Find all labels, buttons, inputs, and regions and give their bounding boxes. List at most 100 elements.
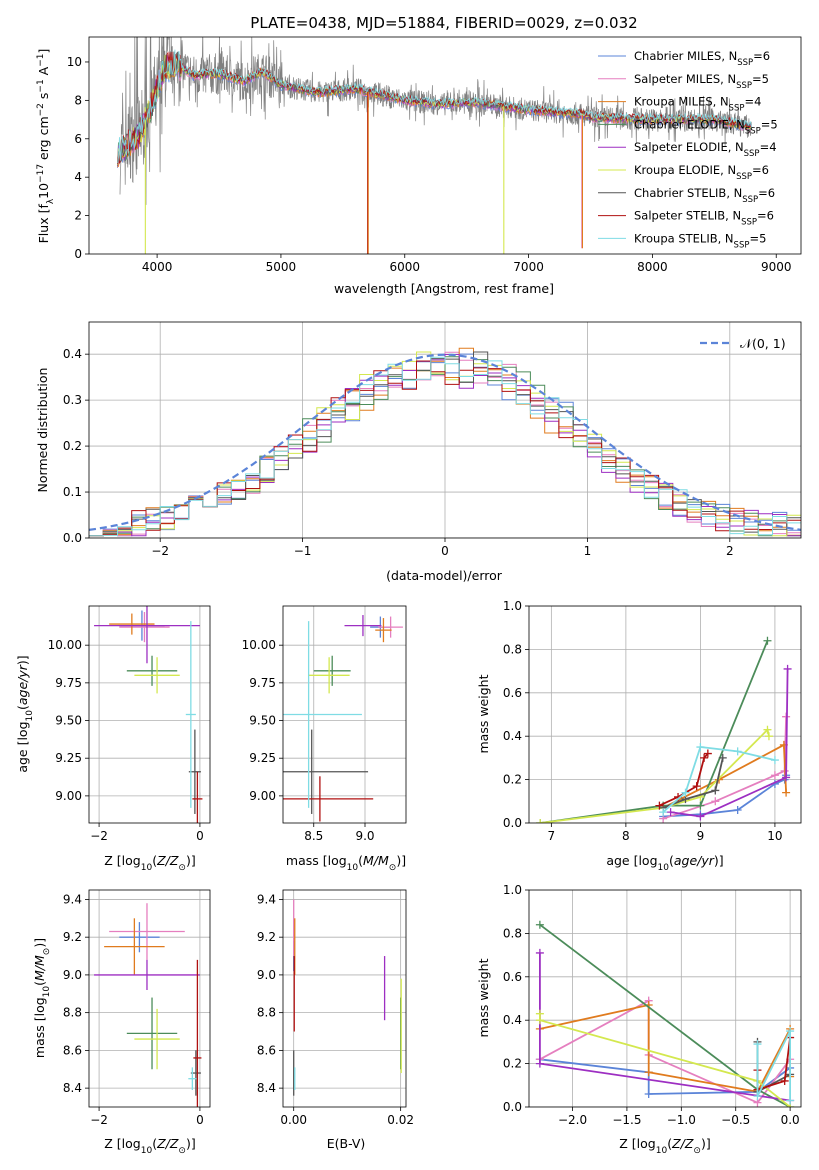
weight-vs-age-marker-salpeter-stelib-2 <box>692 782 701 791</box>
age-vs-Z-panel-ytick-label: 9.25 <box>55 751 82 765</box>
mass-vs-ebv-panel-plot-area <box>283 890 406 1107</box>
weight-vs-Z-ylabel: mass weight <box>476 958 491 1037</box>
mass-vs-Z-panel-ytick-label: 8.6 <box>63 1043 82 1057</box>
weight-vs-age-xlabel: age [log10(age/yr)] <box>606 853 723 873</box>
mass-vs-ebv-panel-ytick-label: 8.8 <box>257 1006 276 1020</box>
age-vs-mass-panel-plot-area <box>283 606 406 823</box>
weight-vs-Z-marker-kroupa-miles-2 <box>644 1068 653 1077</box>
spectrum-xlabel: wavelength [Angstrom, rest frame] <box>334 281 554 296</box>
weight-vs-Z-marker-salpeter-stelib-2 <box>780 1076 789 1085</box>
mass-vs-Z-panel: −2 0 8.4 8.6 8.8 9.0 9.2 9.4 <box>63 889 211 1127</box>
weight-vs-age-panel-xtick-label: 8 <box>622 829 630 843</box>
weight-vs-Z-marker-kroupa-stelib-3 <box>786 1096 795 1105</box>
legend-label-chabrier-miles: Chabrier MILES, NSSP=6 <box>634 49 770 68</box>
age-vs-mass-panel: 8.5 9.0 9.00 9.25 9.50 9.75 10.00 <box>242 605 407 843</box>
age-vs-mass-panel-ytick-label: 9.75 <box>249 676 276 690</box>
weight-vs-age-panel-xtick-label: 9 <box>697 829 705 843</box>
mass-vs-ebv-panel: 0.00 0.02 8.4 8.6 8.8 9.0 9.2 9.4 <box>257 889 414 1127</box>
residual-panel-frame <box>88 321 802 539</box>
residual-panel-ytick-label: 0.0 <box>63 531 82 545</box>
mass-vs-Z-panel-plot-area <box>89 890 210 1107</box>
mass-vs-Z-panel-ytick-label: 8.8 <box>63 1006 82 1020</box>
weight-vs-Z-marker-kroupa-stelib-0 <box>753 1040 762 1049</box>
age-vs-mass-panel-frame <box>282 605 407 824</box>
mass-vs-ebv-panel-frame <box>282 889 407 1108</box>
weight-vs-Z-panel-ytick-label: 0.2 <box>503 1057 522 1071</box>
spectrum-panel-xtick-label: 7000 <box>513 260 544 274</box>
spectrum-panel-plot-area <box>117 37 752 254</box>
mass-vs-ebv-panel-ytick-label: 8.6 <box>257 1043 276 1057</box>
mass-vs-Z-panel-ytick-label: 9.0 <box>63 968 82 982</box>
weight-vs-age-panel-ytick-label: 0.8 <box>503 642 522 656</box>
weight-vs-Z-line-kroupa-stelib <box>756 1030 791 1101</box>
residual-panel: −2 −1 0 1 2 0.0 0.1 0.2 0.3 0.4 <box>63 321 802 558</box>
weight-vs-age-panel-frame <box>528 605 802 824</box>
spectrum-panel-xtick-label: 6000 <box>389 260 420 274</box>
weight-vs-Z-marker-kroupa-elodie-1 <box>535 1016 544 1025</box>
weight-vs-age-marker-kroupa-miles-3 <box>782 788 791 797</box>
weight-vs-age-marker-kroupa-stelib-3 <box>733 747 742 756</box>
age-vs-Z-panel-ytick-label: 9.00 <box>55 789 82 803</box>
legend-label-salpeter-stelib: Salpeter STELIB, NSSP=6 <box>634 209 774 228</box>
residual-panel-xtick-label: 0 <box>441 544 449 558</box>
age-vs-Z-panel-ytick-label: 9.50 <box>55 714 82 728</box>
weight-vs-age-line-kroupa-elodie <box>540 727 770 823</box>
weight-vs-age-marker-chabrier-miles-2 <box>733 805 742 814</box>
weight-vs-age-marker-salpeter-stelib-3 <box>700 753 709 762</box>
age-vs-mass-panel-ytick-label: 9.25 <box>249 751 276 765</box>
weight-vs-Z-panel-ytick-label: 0.0 <box>503 1100 522 1114</box>
mass-vs-Z-panel-frame <box>88 889 211 1108</box>
legend-label-kroupa-elodie: Kroupa ELODIE, NSSP=6 <box>634 163 769 182</box>
spectrum-panel-xtick-label: 5000 <box>266 260 297 274</box>
weight-vs-Z-panel-xtick-label: −2.0 <box>558 1113 587 1127</box>
residual-panel-plot-area <box>89 322 801 538</box>
weight-vs-age-marker-kroupa-stelib-1 <box>681 788 690 797</box>
weight-vs-age-marker-salpeter-stelib-0 <box>655 801 664 810</box>
legend-label-salpeter-miles: Salpeter MILES, NSSP=5 <box>634 72 769 91</box>
normal-legend-label: 𝒩(0, 1) <box>740 336 786 351</box>
spectrum-panel-xtick-label: 4000 <box>142 260 173 274</box>
weight-vs-age-marker-salpeter-stelib-4 <box>703 749 712 758</box>
weight-vs-age-marker-salpeter-elodie-2 <box>782 773 791 782</box>
weight-vs-Z-panel-ytick-label: 0.6 <box>503 970 522 984</box>
weight-vs-age-panel-ytick-label: 0.0 <box>503 816 522 830</box>
weight-vs-age-marker-salpeter-elodie-3 <box>783 664 792 673</box>
age-vs-mass-panel-ytick-label: 9.00 <box>249 789 276 803</box>
residual-panel-ytick-label: 0.1 <box>63 485 82 499</box>
weight-vs-age-marker-chabrier-stelib-2 <box>711 786 720 795</box>
residual-panel-ytick-label: 0.3 <box>63 393 82 407</box>
age-vs-Z-panel: −2 0 9.00 9.25 9.50 9.75 10.00 <box>48 605 211 843</box>
weight-vs-Z-panel-xtick-label: −1.0 <box>667 1113 696 1127</box>
weight-vs-Z-panel-frame <box>528 889 802 1108</box>
weight-vs-Z-marker-chabrier-elodie-0 <box>535 920 544 929</box>
weight-vs-Z-panel-plot-area <box>529 890 801 1107</box>
age-vs-Z-ylabel: age [log10(age/yr)] <box>15 655 35 772</box>
mass-vs-Z-panel-ytick-label: 8.4 <box>63 1081 82 1095</box>
weight-vs-age-line-chabrier-elodie <box>540 640 769 823</box>
mass-vs-Z-panel-xtick-label: 0 <box>196 1113 204 1127</box>
age-vs-Z-panel-ytick-label: 10.00 <box>48 638 82 652</box>
mass-vs-ebv-xlabel: E(B-V) <box>327 1136 366 1151</box>
weight-vs-Z-panel-ytick-label: 0.4 <box>503 1013 522 1027</box>
residual-panel-xtick-label: 2 <box>726 544 734 558</box>
weight-vs-age-marker-kroupa-elodie-0 <box>536 819 545 823</box>
model-spectrum-kroupa-stelib <box>117 49 752 164</box>
spectrum-panel-frame <box>88 36 802 255</box>
spectrum-panel-ytick-label: 2 <box>74 209 82 223</box>
mass-vs-Z-panel-ytick-label: 9.2 <box>63 930 82 944</box>
figure-title: PLATE=0438, MJD=51884, FIBERID=0029, z=0… <box>250 14 637 32</box>
spectrum-panel-ytick-label: 6 <box>74 132 82 146</box>
age-vs-mass-panel-ytick-label: 9.50 <box>249 714 276 728</box>
weight-vs-age-panel-ytick-label: 1.0 <box>503 599 522 613</box>
weight-vs-age-panel-plot-area <box>529 606 801 823</box>
mass-vs-Z-xlabel: Z [log10(Z/Z⊙)] <box>104 1136 195 1156</box>
weight-vs-age-panel-ytick-label: 0.2 <box>503 773 522 787</box>
weight-vs-age-marker-salpeter-elodie-0 <box>666 808 675 817</box>
weight-vs-age-marker-chabrier-elodie-2 <box>696 801 705 810</box>
weight-vs-Z-marker-kroupa-stelib-2 <box>786 1027 795 1036</box>
age-vs-mass-panel-ytick-label: 10.00 <box>242 638 276 652</box>
weight-vs-Z-panel-xtick-label: −1.5 <box>612 1113 641 1127</box>
weight-vs-Z-panel-xtick-label: 0.0 <box>781 1113 800 1127</box>
residual-panel-xtick-label: −1 <box>294 544 312 558</box>
